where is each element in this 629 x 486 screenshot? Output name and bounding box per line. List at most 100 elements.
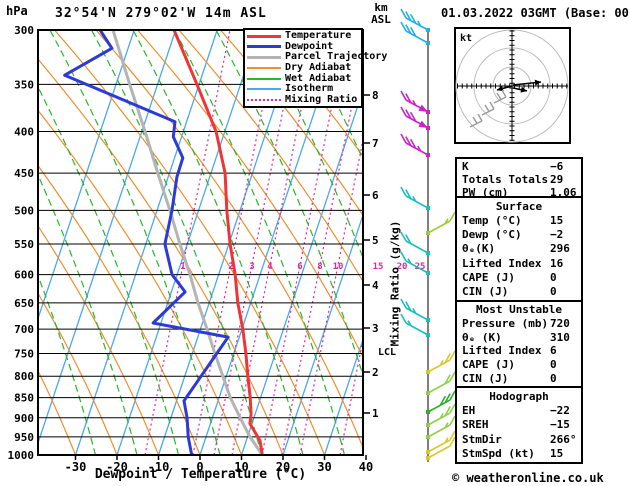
legend-swatch-dry-adiabat xyxy=(247,66,281,69)
legend-row: Wet Adiabat xyxy=(247,72,359,84)
pressure-tick-label: 700 xyxy=(14,323,34,336)
stat-row: StmDir 266° xyxy=(457,433,581,446)
legend-row: Isotherm xyxy=(247,84,359,94)
wind-barb xyxy=(400,186,430,210)
dry-adiabat-line xyxy=(38,224,160,455)
wind-barb-feather xyxy=(400,8,407,19)
dry-adiabat-line xyxy=(38,292,118,455)
wind-barb-half-feather xyxy=(439,412,444,419)
km-tick-label: 8 xyxy=(372,89,379,102)
wind-barb-feather xyxy=(400,21,407,32)
wind-barb-feather xyxy=(405,11,412,22)
legend-swatch-wet-adiabat xyxy=(247,77,281,80)
wind-barb-half-feather xyxy=(417,20,422,27)
wind-barb-half-feather xyxy=(412,195,417,202)
wind-barb-shaft xyxy=(405,30,429,44)
hodograph-vector-arrowhead xyxy=(534,79,541,86)
wind-barb-feather xyxy=(400,313,407,324)
stat-row: θₑ(K) 296 xyxy=(457,242,581,255)
wind-barb-feather xyxy=(409,13,417,24)
hodograph-vector-arrowhead xyxy=(520,86,527,93)
wind-barb-arrowhead xyxy=(418,120,428,128)
stat-row: Temp (°C) 15 xyxy=(457,214,581,227)
wind-barb-feather xyxy=(400,231,407,242)
temp-tick-label: 30 xyxy=(317,460,331,474)
legend-label: Mixing Ratio xyxy=(285,93,358,105)
stat-label: CIN (J) xyxy=(462,371,509,385)
dry-adiabat-line xyxy=(38,164,201,455)
stat-row: CIN (J) 0 xyxy=(457,285,581,298)
hodograph-gray-barb-feather xyxy=(501,89,507,98)
wind-barb xyxy=(400,106,430,130)
stat-box-title: Hodograph xyxy=(489,389,549,403)
wind-barb-feather xyxy=(449,415,456,426)
wind-barb-feather xyxy=(409,111,417,122)
wind-barb-feather xyxy=(449,211,456,222)
wind-barb-half-feather xyxy=(412,99,417,106)
wind-barb-shaft xyxy=(405,307,429,321)
legend-swatch-mixing-ratio xyxy=(247,98,281,101)
wind-barb xyxy=(400,251,430,275)
wet-adiabat-line xyxy=(38,85,180,455)
stat-row: K −6 xyxy=(457,160,581,173)
mixing-ratio-value-label: 20 xyxy=(397,262,408,272)
stat-value: −2 xyxy=(550,228,564,242)
stat-value: 296 xyxy=(550,242,570,256)
wind-barb-half-feather xyxy=(407,320,412,327)
wind-barb-feather xyxy=(405,301,412,312)
legend-swatch-isotherm xyxy=(247,88,281,91)
pressure-tick-label: 650 xyxy=(14,297,34,310)
wind-barb-shaft xyxy=(427,445,451,459)
wind-barb-feather xyxy=(409,26,417,37)
wind-barb-shaft xyxy=(405,195,429,209)
stat-label: Lifted Index xyxy=(462,256,542,270)
dry-adiabat-line xyxy=(38,109,243,455)
legend-label: Temperature xyxy=(285,30,352,42)
legend-label: Wet Adiabat xyxy=(285,72,352,84)
stat-row: Totals Totals 29 xyxy=(457,173,581,186)
stat-label: Totals Totals xyxy=(462,173,549,186)
stat-label: CAPE (J) xyxy=(462,271,515,285)
wind-barb-feather xyxy=(449,390,456,401)
pressure-tick-label: 400 xyxy=(14,126,34,139)
stat-value: 310 xyxy=(550,330,570,344)
wind-barb-shaft xyxy=(427,220,451,234)
stat-row: CIN (J) 0 xyxy=(457,372,581,385)
km-tick-label: 6 xyxy=(372,189,379,202)
altitude-unit-asl: ASL xyxy=(371,13,391,26)
stat-value: 15 xyxy=(550,213,564,227)
km-tick-label: 1 xyxy=(372,407,379,420)
isotherm-line xyxy=(38,30,177,446)
mixing-ratio-value-label: 8 xyxy=(317,262,322,272)
wind-barb-feather xyxy=(439,395,447,406)
datetime-title: 01.03.2022 03GMT (Base: 00) xyxy=(441,6,629,20)
wind-barb-feather xyxy=(449,403,456,414)
wind-barb-feather xyxy=(444,374,451,385)
wind-barb-shaft xyxy=(427,412,451,426)
stat-label: EH xyxy=(462,404,476,418)
hodograph-gray-barb-shaft xyxy=(481,108,495,116)
pressure-tick-label: 550 xyxy=(14,238,34,251)
dry-adiabat-line xyxy=(137,30,363,359)
wind-barb-feather xyxy=(400,133,407,144)
stat-box-most-unstable: Most Unstable Pressure (mb) 720 θₑ (K) 310 Li… xyxy=(455,300,583,388)
stat-label: StmDir xyxy=(462,432,502,446)
stat-row: Dewp (°C) −2 xyxy=(457,228,581,241)
wind-barb-half-feather xyxy=(444,422,449,429)
wind-barb xyxy=(426,350,456,374)
wind-barb xyxy=(400,231,430,255)
km-tick-label: 7 xyxy=(372,137,379,150)
pressure-tick-label: 450 xyxy=(14,167,34,180)
stat-row: Lifted Index 6 xyxy=(457,344,581,357)
temp-tick-label: 40 xyxy=(359,460,373,474)
dry-adiabat-line xyxy=(38,58,284,455)
wind-barb xyxy=(426,371,456,395)
pressure-tick-label: 900 xyxy=(14,412,34,425)
pressure-tick-label: 600 xyxy=(14,269,34,282)
km-tick-label: 2 xyxy=(372,366,379,379)
dry-adiabat-line xyxy=(54,30,326,455)
stat-row: Pressure (mb) 720 xyxy=(457,317,581,330)
hodograph-gray-barb xyxy=(481,101,495,116)
stat-row: CAPE (J) 0 xyxy=(457,358,581,371)
wind-barb-arrowhead xyxy=(418,104,428,112)
